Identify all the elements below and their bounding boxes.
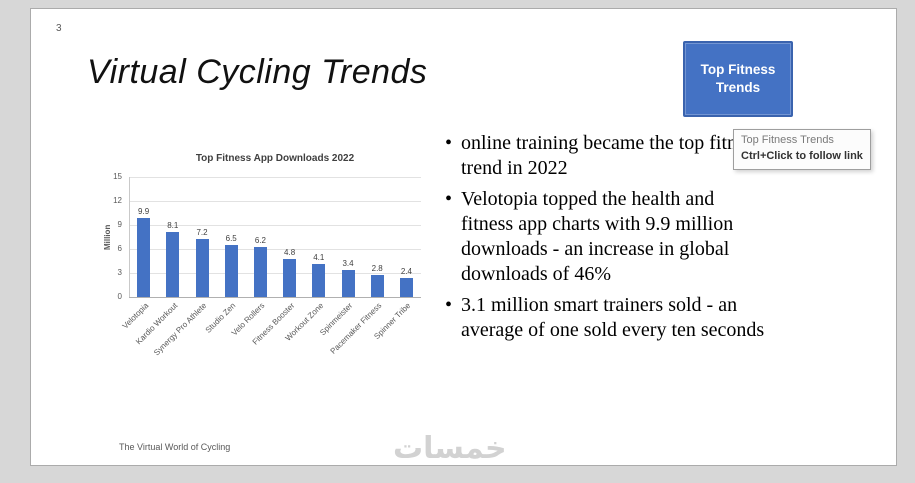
y-tick-label: 12 [113,196,122,205]
y-axis-line [129,177,130,297]
chart-title: Top Fitness App Downloads 2022 [195,153,355,164]
chart-bar [370,274,384,297]
y-tick-label: 3 [117,268,122,277]
bar-value-label: 4.1 [313,253,325,263]
chart-bar [253,247,267,297]
bar-value-label: 6.5 [225,234,237,243]
tooltip-link-name: Top Fitness Trends [741,134,834,146]
chart-bar [312,264,326,297]
bar-value-label: 3.4 [342,258,354,268]
slide-footer: The Virtual World of Cycling [119,442,231,452]
gridline [129,177,421,178]
bar-value-label: 8.1 [167,221,179,231]
bar-chart: Top Fitness App Downloads 2022 Million 0… [103,147,448,379]
chart-bar [137,217,151,297]
slide-title: Virtual Cycling Trends [87,53,428,91]
bar-value-label: 4.8 [284,247,296,257]
bullet-list: online training became the top fitness t… [444,131,766,349]
slide-number: 3 [56,23,62,34]
bar-value-label: 9.9 [138,206,150,216]
top-fitness-trends-link-button[interactable]: Top Fitness Trends [683,41,793,117]
chart-bar [166,232,180,297]
gridline [129,249,421,250]
chart-bar [195,239,209,297]
x-axis-line [129,297,421,298]
bar-value-label: 7.2 [196,228,208,238]
bar-value-label: 2.8 [371,263,383,273]
chart-y-axis-label: Million [103,224,112,250]
gridline [129,225,421,226]
gridline [129,201,421,202]
chart-bar [341,269,355,297]
hyperlink-tooltip: Top Fitness Trends Ctrl+Click to follow … [733,129,871,170]
y-tick-label: 6 [117,244,122,253]
bullet-item: Velotopia topped the health and fitness … [444,187,766,287]
bar-value-label: 2.4 [400,266,412,276]
watermark-text: خمسات [393,431,507,466]
bullet-item: 3.1 million smart trainers sold - an ave… [444,293,766,343]
chart-bar [224,245,238,297]
slide: 3 Virtual Cycling Trends Top Fitness Tre… [30,8,897,466]
y-tick-label: 0 [117,292,122,301]
bullet-item: online training became the top fitness t… [444,131,766,181]
tooltip-link-hint: Ctrl+Click to follow link [741,149,863,162]
y-tick-label: 15 [113,172,122,181]
gridline [129,273,421,274]
chart-bar [283,258,297,297]
bar-value-label: 6.2 [254,236,266,246]
y-tick-label: 9 [117,220,122,229]
action-button-label: Top Fitness Trends [700,62,776,95]
chart-bar [399,277,413,297]
